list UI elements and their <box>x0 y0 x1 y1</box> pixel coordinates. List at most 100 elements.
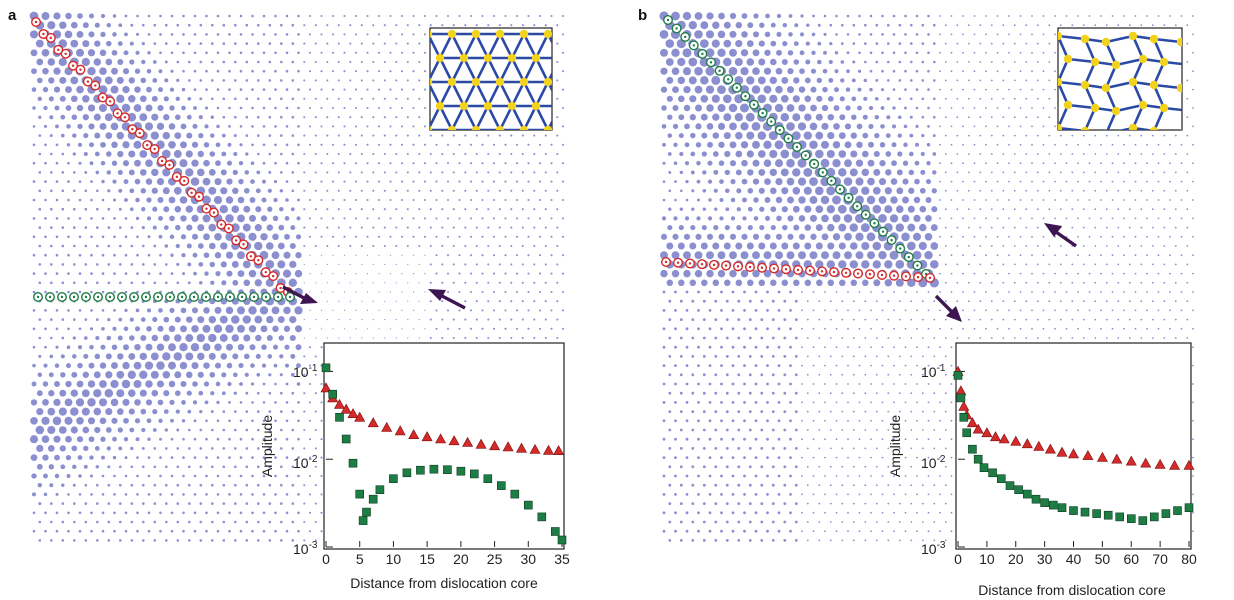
lattice-dot <box>261 197 267 203</box>
lattice-dot <box>1077 162 1079 165</box>
lattice-dot <box>1140 245 1143 247</box>
lattice-dot <box>239 14 243 18</box>
lattice-dot <box>864 392 867 395</box>
green-square-point <box>321 363 331 373</box>
lattice-dot <box>261 363 267 368</box>
lattice-dot <box>829 373 832 376</box>
lattice-dot <box>921 337 924 339</box>
lattice-dot <box>901 232 910 242</box>
lattice-dot <box>1157 254 1160 257</box>
red-dislocation-marker-center <box>101 96 104 99</box>
lattice-dot <box>962 327 964 330</box>
lattice-dot <box>164 78 169 83</box>
lattice-dot <box>211 428 214 432</box>
lattice-dot <box>985 70 987 73</box>
lattice-dot <box>452 134 455 137</box>
lattice-dot <box>105 427 112 433</box>
lattice-dot <box>50 263 53 266</box>
lattice-dot <box>239 474 243 478</box>
lattice-dot <box>158 87 163 93</box>
lattice-dot <box>38 152 42 156</box>
lattice-dot <box>835 401 838 404</box>
lattice-dot <box>291 97 295 101</box>
lattice-dot <box>510 24 513 27</box>
lattice-dot <box>78 253 82 257</box>
lattice-dot <box>816 77 822 84</box>
lattice-dot <box>136 290 139 294</box>
lattice-dot <box>199 483 203 487</box>
lattice-dot <box>747 206 753 212</box>
lattice-dot <box>101 235 105 239</box>
lattice-dot <box>214 306 222 314</box>
lattice-dot <box>338 300 340 302</box>
lattice-dot <box>1180 180 1183 183</box>
lattice-dot <box>66 345 71 350</box>
lattice-dot <box>944 300 947 303</box>
lattice-dot <box>706 123 714 130</box>
lattice-dot <box>1128 226 1131 229</box>
lattice-dot <box>504 290 507 294</box>
lattice-dot <box>73 171 76 174</box>
lattice-dot <box>708 382 712 386</box>
lattice-dot <box>208 223 217 232</box>
lattice-dot <box>818 392 821 395</box>
lattice-dot <box>94 426 101 434</box>
lattice-dot <box>1082 318 1085 321</box>
lattice-dot <box>1140 208 1143 211</box>
lattice-dot <box>723 21 731 29</box>
lattice-dot <box>706 12 714 20</box>
lattice-dot <box>1123 235 1125 238</box>
lattice-dot <box>70 39 79 48</box>
lattice-dot <box>697 401 700 404</box>
lattice-dot <box>107 465 111 469</box>
lattice-dot <box>944 97 947 100</box>
lattice-dot <box>38 354 42 358</box>
lattice-dot <box>94 151 100 157</box>
lattice-dot <box>216 493 220 496</box>
lattice-dot <box>1163 189 1166 192</box>
lattice-dot <box>878 196 887 204</box>
lattice-dot <box>985 180 987 183</box>
lattice-dot <box>297 14 300 18</box>
lattice-dot <box>165 502 168 505</box>
lattice-dot <box>1036 318 1039 321</box>
lattice-dot <box>38 244 42 248</box>
lattice-dot <box>1128 281 1131 284</box>
lattice-dot <box>875 355 878 358</box>
lattice-dot <box>1082 337 1085 339</box>
lattice-dot <box>44 253 47 257</box>
lattice-dot <box>1169 162 1171 165</box>
lattice-dot <box>561 70 565 73</box>
lattice-dot <box>919 223 927 232</box>
lattice-dot <box>446 327 450 330</box>
lattice-dot <box>140 335 147 341</box>
lattice-dot <box>389 291 392 293</box>
lattice-dot <box>107 244 111 248</box>
lattice-dot <box>809 140 818 150</box>
lattice-dot <box>533 281 536 284</box>
lattice-dot <box>510 226 513 229</box>
network-bond <box>474 105 490 130</box>
lattice-dot <box>839 279 846 287</box>
lattice-dot <box>956 97 959 100</box>
lattice-dot <box>714 355 718 358</box>
lattice-dot <box>262 69 266 73</box>
lattice-dot <box>847 327 849 330</box>
lattice-dot <box>973 70 976 73</box>
lattice-dot <box>679 373 683 377</box>
lattice-dot <box>54 363 60 368</box>
network-bond <box>474 81 490 107</box>
lattice-dot <box>297 493 300 496</box>
lattice-dot <box>799 32 805 37</box>
lattice-dot <box>64 416 73 425</box>
network-bond <box>474 33 490 59</box>
lattice-dot <box>927 346 930 349</box>
lattice-dot <box>50 336 53 340</box>
lattice-dot <box>400 217 404 220</box>
lattice-dot <box>824 364 826 367</box>
lattice-dot <box>400 180 404 183</box>
lattice-dot <box>845 87 851 92</box>
lattice-dot <box>384 263 386 265</box>
lattice-dot <box>878 178 887 186</box>
lattice-dot <box>1146 199 1148 201</box>
